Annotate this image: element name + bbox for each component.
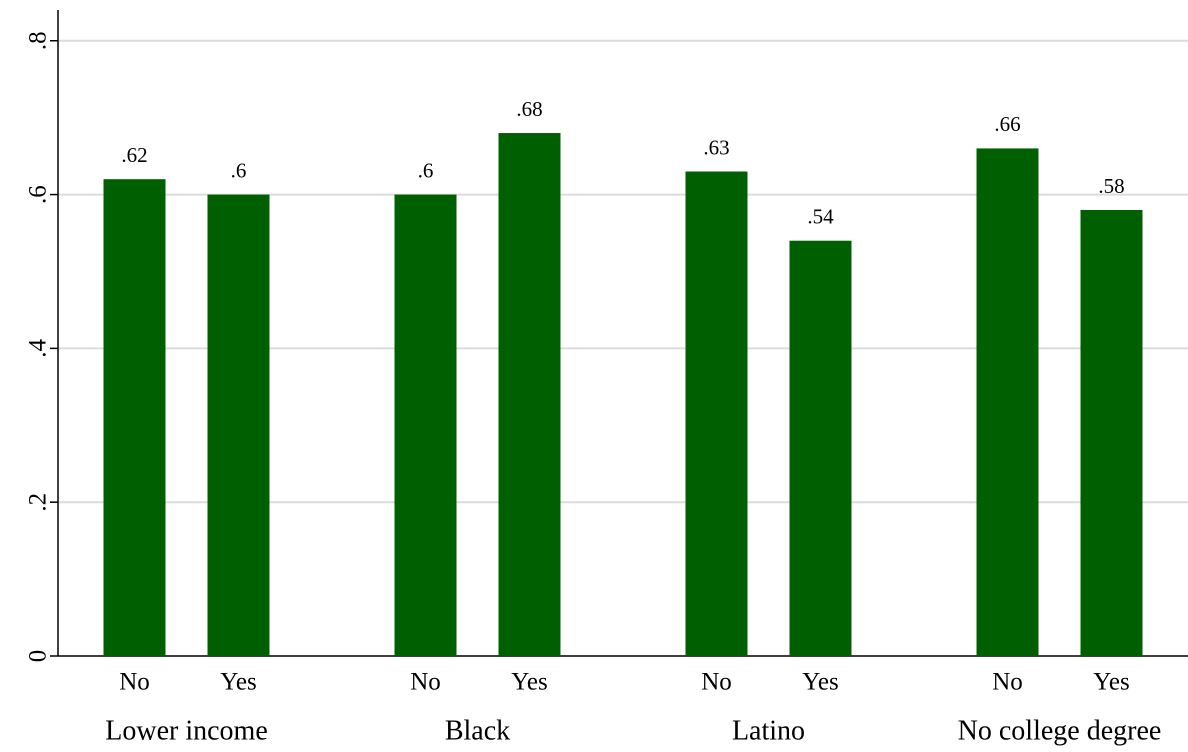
y-tick-label: .4 bbox=[25, 339, 52, 358]
group-label: Latino bbox=[732, 715, 805, 746]
y-tick-label: .8 bbox=[25, 31, 52, 50]
value-label: .58 bbox=[1098, 174, 1124, 198]
x-tick-label: Yes bbox=[1093, 669, 1129, 696]
y-tick-label: .6 bbox=[25, 185, 52, 204]
value-label: .63 bbox=[703, 135, 729, 159]
group-label: No college degree bbox=[958, 715, 1162, 746]
value-label: .54 bbox=[807, 205, 834, 229]
value-label: .6 bbox=[231, 158, 247, 182]
bar bbox=[685, 171, 748, 656]
x-tick-label: Yes bbox=[511, 669, 547, 696]
bar bbox=[394, 194, 457, 657]
bar bbox=[207, 194, 270, 657]
group-label: Lower income bbox=[105, 715, 268, 746]
x-tick-label: No bbox=[992, 669, 1023, 696]
value-label: .6 bbox=[418, 158, 434, 182]
x-tick-label: No bbox=[410, 669, 441, 696]
bar bbox=[1080, 209, 1143, 656]
value-label: .62 bbox=[121, 143, 147, 167]
y-tick-label: 0 bbox=[25, 650, 52, 663]
group-label: Black bbox=[445, 715, 510, 746]
bar bbox=[103, 179, 166, 656]
bar bbox=[976, 148, 1039, 656]
value-label: .66 bbox=[994, 112, 1020, 136]
x-tick-label: No bbox=[701, 669, 732, 696]
y-tick-label: .2 bbox=[25, 493, 52, 512]
bar bbox=[789, 240, 852, 656]
x-tick-label: Yes bbox=[220, 669, 256, 696]
x-tick-label: No bbox=[119, 669, 150, 696]
x-tick-label: Yes bbox=[802, 669, 838, 696]
bar bbox=[498, 133, 561, 657]
value-label: .68 bbox=[516, 97, 542, 121]
